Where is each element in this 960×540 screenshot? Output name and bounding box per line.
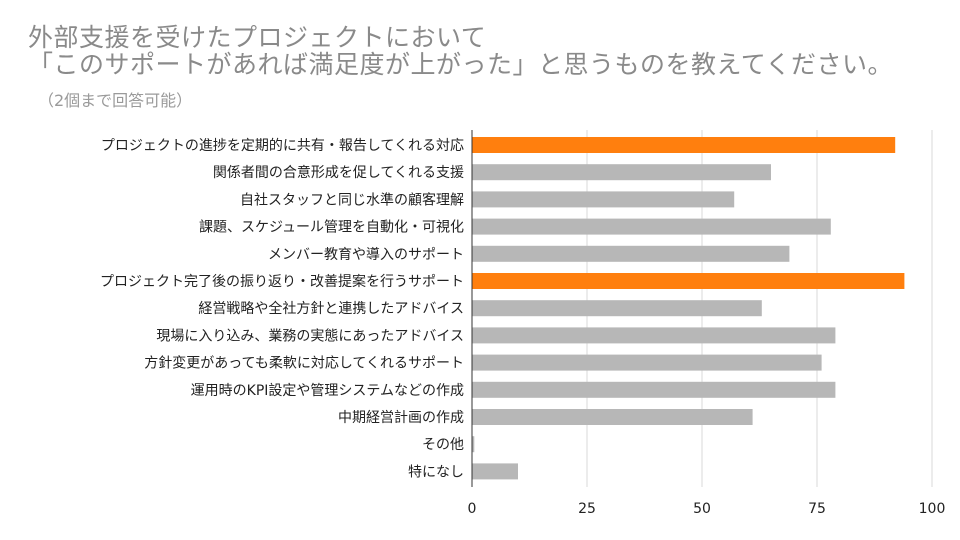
bar <box>472 381 836 398</box>
bar <box>472 327 836 344</box>
x-tick-label: 75 <box>808 501 826 517</box>
x-tick-label: 50 <box>693 501 711 517</box>
chart-title-line2: 「このサポートがあれば満足度が上がった」と思うものを教えてください。 <box>28 50 894 79</box>
bar <box>472 191 735 208</box>
bar <box>472 218 831 235</box>
x-tick-label: 0 <box>468 501 477 517</box>
bar <box>472 354 822 371</box>
category-label: 特になし <box>408 464 464 480</box>
chart-title-line1: 外部支援を受けたプロジェクトにおいて <box>28 23 487 52</box>
chart-subtitle: （2個まで回答可能） <box>38 91 193 110</box>
category-label: 自社スタッフと同じ水準の顧客理解 <box>240 191 464 208</box>
category-label: 現場に入り込み、業務の実態にあったアドバイス <box>156 328 464 344</box>
category-label: その他 <box>422 437 464 453</box>
x-tick-label: 25 <box>578 501 596 517</box>
bar <box>472 137 896 153</box>
chart-title: 外部支援を受けたプロジェクトにおいて 「このサポートがあれば満足度が上がった」と… <box>28 24 893 78</box>
category-label: プロジェクトの進捗を定期的に共有・報告してくれる対応 <box>101 138 464 154</box>
bar <box>472 164 771 181</box>
category-label: 方針変更があっても柔軟に対応してくれるサポート <box>144 355 464 372</box>
bar <box>472 273 905 289</box>
bar <box>472 245 790 262</box>
category-label: 関係者間の合意形成を促してくれる支援 <box>213 164 464 181</box>
category-label: 課題、スケジュール管理を自動化・可視化 <box>199 220 464 236</box>
bar <box>472 463 518 480</box>
category-label: プロジェクト完了後の振り返り・改善提案を行うサポート <box>100 273 464 290</box>
bar <box>472 436 475 453</box>
category-label: 中期経営計画の作成 <box>338 410 464 426</box>
x-tick-label: 100 <box>919 501 946 517</box>
category-label: メンバー教育や導入のサポート <box>268 247 464 263</box>
bar <box>472 409 753 425</box>
category-label: 経営戦略や全社方針と連携したアドバイス <box>198 300 464 317</box>
category-label: 運用時のKPI設定や管理システムなどの作成 <box>191 383 464 399</box>
bar <box>472 300 762 317</box>
